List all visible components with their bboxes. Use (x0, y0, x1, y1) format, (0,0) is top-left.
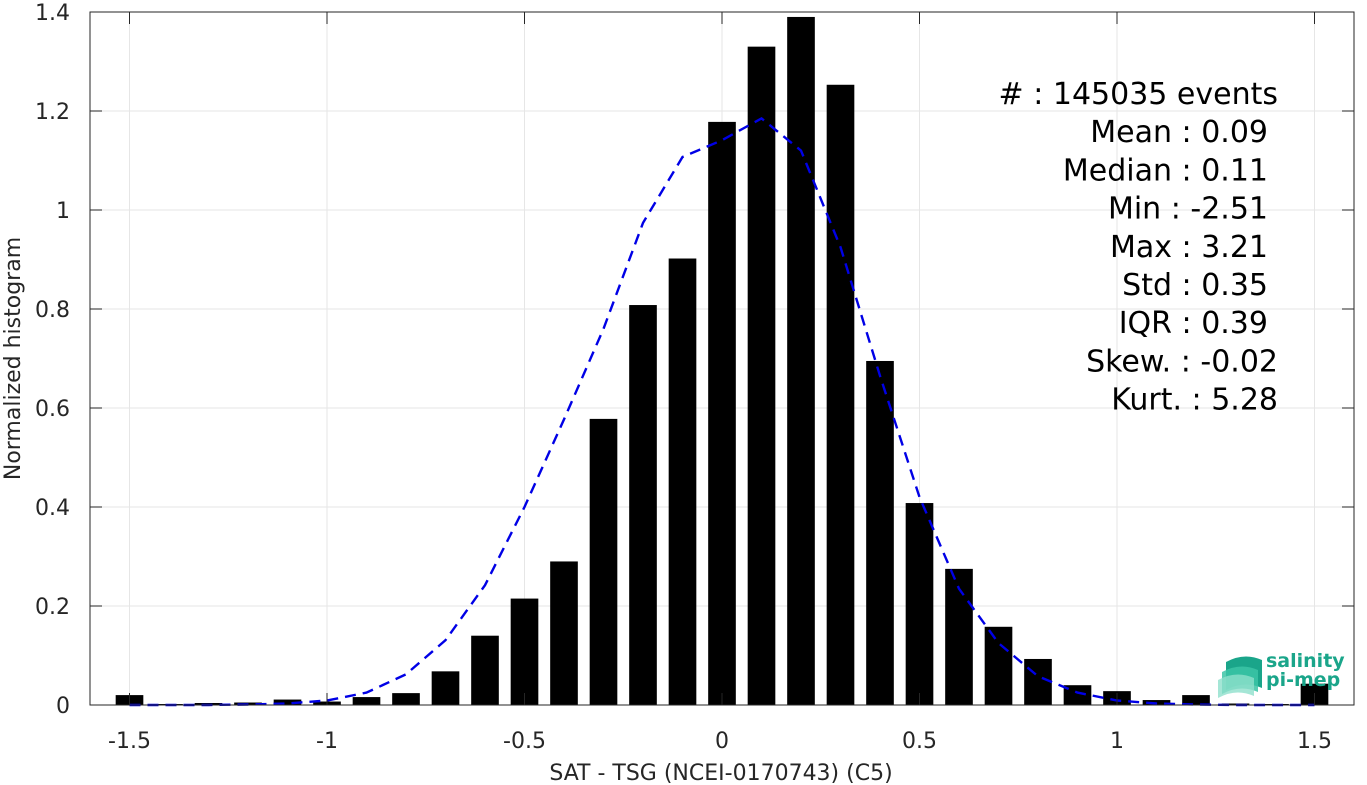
histogram-bar (787, 16, 815, 705)
stat-line: Kurt. : 5.28 (1111, 383, 1278, 418)
histogram-bar (273, 699, 302, 705)
y-tick-label: 1.2 (35, 100, 70, 125)
bar-series (115, 16, 1329, 705)
histogram-bar (826, 84, 855, 705)
histogram-bar (431, 671, 460, 705)
y-axis-label: Normalized histogram (1, 237, 26, 480)
histogram-bar (629, 305, 657, 705)
stat-line: Max : 3.21 (1110, 230, 1268, 265)
stat-line: IQR : 0.39 (1119, 306, 1268, 341)
x-axis-label: SAT - TSG (NCEI-0170743) (C5) (549, 761, 892, 785)
histogram-bar (1024, 658, 1052, 705)
histogram-bar (1063, 685, 1092, 705)
x-tick-label: 0.5 (902, 729, 937, 754)
axis-ticks (90, 11, 1354, 706)
y-tick-label: 1 (56, 199, 70, 224)
histogram-bar (945, 568, 973, 705)
x-tick-label: 1 (1110, 729, 1124, 754)
stat-line: Std : 0.35 (1122, 268, 1268, 303)
histogram-bar (747, 46, 776, 705)
y-tick-label: 0.2 (35, 595, 70, 620)
salinity-pimep-logo: salinity pi-mep (1218, 650, 1345, 698)
y-tick-labels: 0 0.2 0.4 0.6 0.8 1 1.2 1.4 (35, 1, 70, 719)
stat-line: Skew. : -0.02 (1086, 344, 1278, 379)
y-tick-label: 0.6 (35, 397, 70, 422)
histogram-bar (1221, 703, 1250, 705)
histogram-bar (471, 635, 499, 705)
wave-logo-icon (1218, 656, 1262, 698)
histogram-bar (550, 561, 578, 705)
x-tick-label: 1.5 (1297, 729, 1332, 754)
histogram-bar (866, 360, 894, 705)
logo-line1: salinity (1266, 650, 1345, 672)
histogram-bar (1182, 695, 1210, 705)
histogram-bar (668, 258, 697, 705)
stat-line: Min : -2.51 (1108, 192, 1268, 227)
x-tick-label: -1.5 (108, 729, 151, 754)
histogram-bar (984, 626, 1013, 705)
histogram-bar (589, 418, 618, 705)
histogram-bar (392, 693, 420, 705)
stat-line: Median : 0.11 (1063, 153, 1268, 188)
x-tick-label: -1 (316, 729, 338, 754)
histogram-bar (905, 503, 934, 705)
histogram-bar (352, 697, 381, 705)
histogram-bar (510, 598, 539, 705)
x-tick-label: -0.5 (503, 729, 546, 754)
y-tick-label: 0.8 (35, 298, 70, 323)
stat-line: # : 145035 events (999, 77, 1278, 112)
y-tick-label: 0.4 (35, 496, 70, 521)
stat-line: Mean : 0.09 (1090, 115, 1268, 150)
y-tick-label: 0 (56, 694, 70, 719)
x-tick-labels: -1.5 -1 -0.5 0 0.5 1 1.5 (108, 729, 1332, 754)
logo-line2: pi-mep (1266, 669, 1340, 691)
histogram-bar (708, 121, 736, 705)
x-tick-label: 0 (715, 729, 729, 754)
y-tick-label: 1.4 (35, 1, 70, 26)
